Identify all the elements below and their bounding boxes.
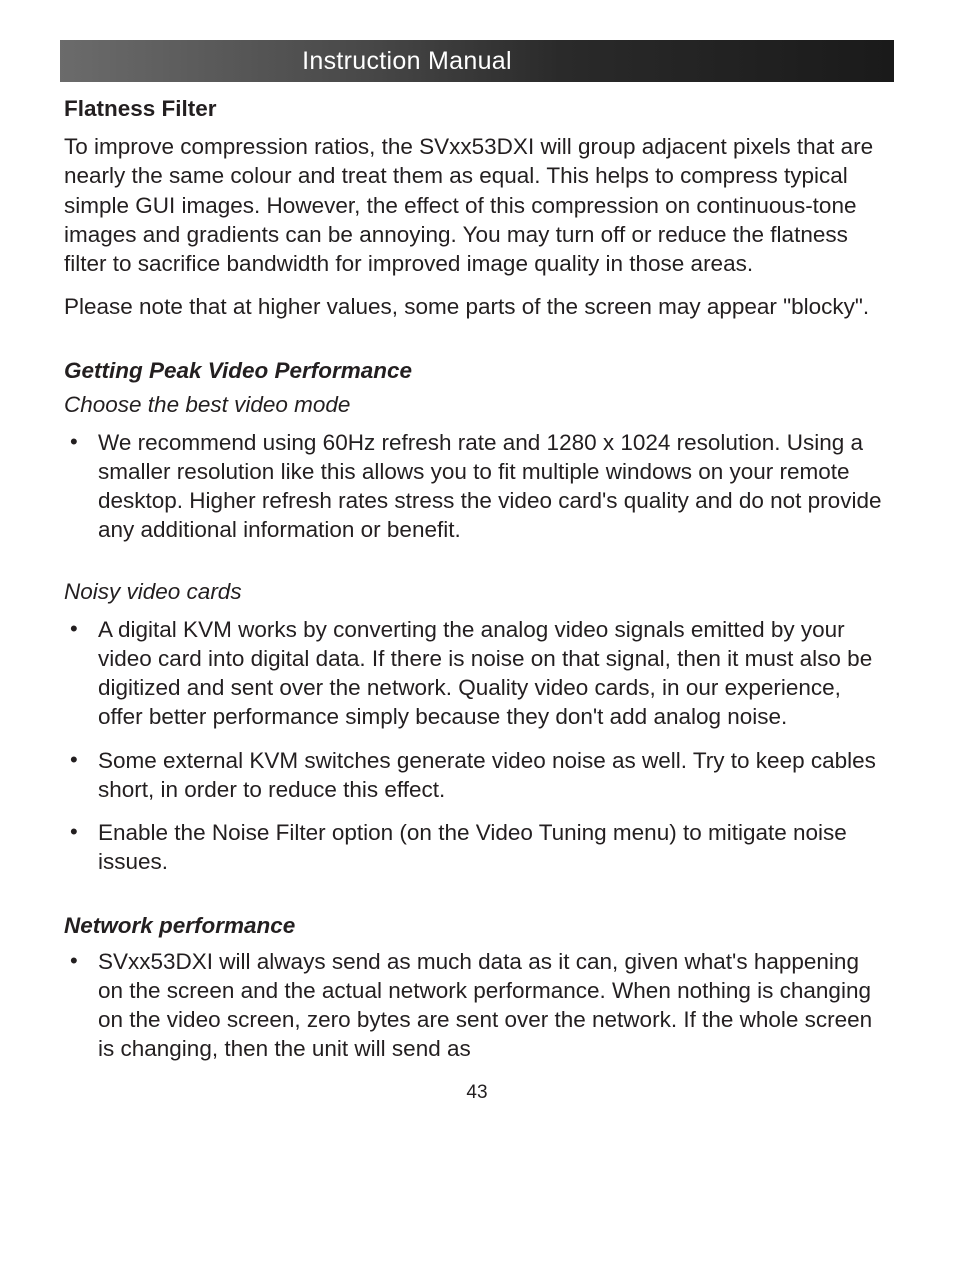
heading-flatness-filter: Flatness Filter xyxy=(64,96,890,122)
page-number: 43 xyxy=(60,1082,894,1104)
heading-network-performance: Network performance xyxy=(64,913,890,939)
list-choose-video-mode: We recommend using 60Hz refresh rate and… xyxy=(64,428,890,545)
list-item: A digital KVM works by converting the an… xyxy=(64,615,890,732)
paragraph-flatness-2: Please note that at higher values, some … xyxy=(64,292,890,321)
list-item: We recommend using 60Hz refresh rate and… xyxy=(64,428,890,545)
page-content: Flatness Filter To improve compression r… xyxy=(60,96,894,1064)
list-item: Enable the Noise Filter option (on the V… xyxy=(64,818,890,877)
header-title: Instruction Manual xyxy=(302,47,512,76)
list-item: Some external KVM switches generate vide… xyxy=(64,746,890,805)
list-noisy-video-cards: A digital KVM works by converting the an… xyxy=(64,615,890,877)
list-network-performance: SVxx53DXI will always send as much data … xyxy=(64,947,890,1064)
subheading-choose-video-mode: Choose the best video mode xyxy=(64,392,890,418)
list-item: SVxx53DXI will always send as much data … xyxy=(64,947,890,1064)
heading-peak-performance: Getting Peak Video Performance xyxy=(64,358,890,384)
subheading-noisy-video-cards: Noisy video cards xyxy=(64,579,890,605)
paragraph-flatness-1: To improve compression ratios, the SVxx5… xyxy=(64,132,890,278)
header-bar: Instruction Manual xyxy=(60,40,894,82)
